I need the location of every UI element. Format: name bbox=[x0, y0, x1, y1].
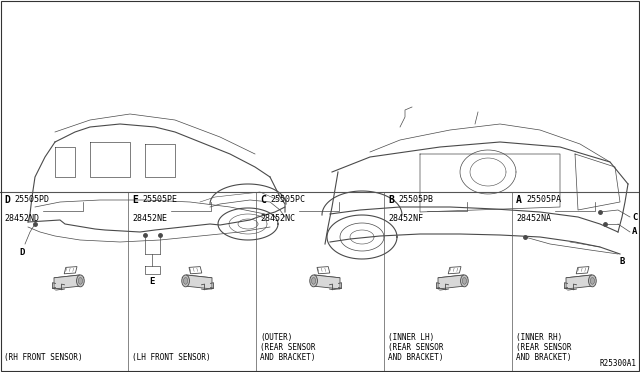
Text: B: B bbox=[388, 195, 394, 205]
Ellipse shape bbox=[77, 275, 84, 287]
Text: 28452ND: 28452ND bbox=[4, 214, 39, 223]
Polygon shape bbox=[566, 275, 596, 280]
Text: (OUTER): (OUTER) bbox=[260, 333, 292, 342]
Text: 25505PB: 25505PB bbox=[398, 195, 433, 204]
Text: 28452NC: 28452NC bbox=[260, 214, 295, 223]
Text: E: E bbox=[149, 277, 155, 286]
Polygon shape bbox=[576, 267, 589, 274]
Ellipse shape bbox=[184, 278, 188, 284]
Polygon shape bbox=[54, 275, 79, 289]
Text: 28452NE: 28452NE bbox=[132, 214, 167, 223]
Polygon shape bbox=[186, 275, 212, 289]
Text: 25505PA: 25505PA bbox=[526, 195, 561, 204]
Text: (REAR SENSOR: (REAR SENSOR bbox=[516, 343, 572, 352]
Text: 28452NA: 28452NA bbox=[516, 214, 551, 223]
Text: (REAR SENSOR: (REAR SENSOR bbox=[260, 343, 316, 352]
Polygon shape bbox=[448, 267, 461, 274]
Polygon shape bbox=[314, 275, 340, 289]
Text: D: D bbox=[19, 248, 25, 257]
Text: (REAR SENSOR: (REAR SENSOR bbox=[388, 343, 444, 352]
Polygon shape bbox=[182, 275, 212, 280]
Text: C: C bbox=[632, 212, 637, 221]
Ellipse shape bbox=[462, 278, 467, 284]
Polygon shape bbox=[310, 275, 340, 280]
Polygon shape bbox=[64, 267, 77, 274]
Text: B: B bbox=[620, 257, 625, 266]
Polygon shape bbox=[438, 275, 463, 289]
Text: A: A bbox=[632, 228, 637, 237]
Polygon shape bbox=[189, 267, 202, 274]
Text: (INNER RH): (INNER RH) bbox=[516, 333, 563, 342]
Text: 25505PC: 25505PC bbox=[270, 195, 305, 204]
Text: AND BRACKET): AND BRACKET) bbox=[388, 353, 444, 362]
Ellipse shape bbox=[312, 278, 316, 284]
Text: (RH FRONT SENSOR): (RH FRONT SENSOR) bbox=[4, 353, 83, 362]
Text: (LH FRONT SENSOR): (LH FRONT SENSOR) bbox=[132, 353, 211, 362]
Text: E: E bbox=[132, 195, 138, 205]
Text: (INNER LH): (INNER LH) bbox=[388, 333, 435, 342]
Text: 25505PD: 25505PD bbox=[14, 195, 49, 204]
Text: 25505PE: 25505PE bbox=[142, 195, 177, 204]
Polygon shape bbox=[317, 267, 330, 274]
Polygon shape bbox=[54, 275, 84, 280]
Text: C: C bbox=[260, 195, 266, 205]
Ellipse shape bbox=[461, 275, 468, 287]
Text: AND BRACKET): AND BRACKET) bbox=[516, 353, 572, 362]
Text: D: D bbox=[4, 195, 10, 205]
Ellipse shape bbox=[590, 278, 595, 284]
Ellipse shape bbox=[182, 275, 189, 287]
Text: 28452NF: 28452NF bbox=[388, 214, 423, 223]
Polygon shape bbox=[438, 275, 468, 280]
Text: A: A bbox=[516, 195, 522, 205]
Ellipse shape bbox=[78, 278, 83, 284]
Polygon shape bbox=[566, 275, 591, 289]
Text: AND BRACKET): AND BRACKET) bbox=[260, 353, 316, 362]
Ellipse shape bbox=[589, 275, 596, 287]
Ellipse shape bbox=[310, 275, 317, 287]
Text: R25300A1: R25300A1 bbox=[599, 359, 636, 368]
